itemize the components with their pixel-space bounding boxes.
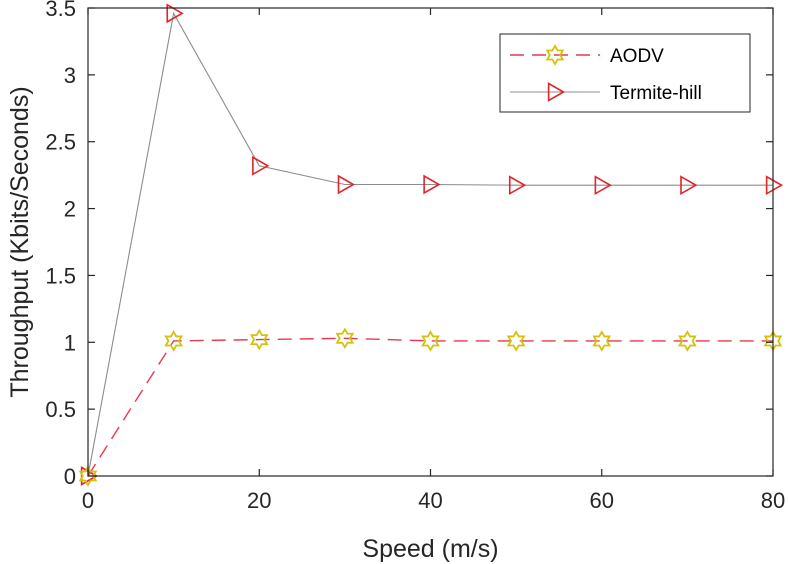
data-point [249, 328, 269, 351]
x-tick-label: 80 [761, 488, 785, 513]
data-point [678, 330, 697, 352]
axes-layer: 0 20 40 60 80 0 0.5 1 1.5 2 2.5 3 3.5 [45, 0, 785, 513]
data-point [335, 327, 355, 350]
x-tick-label: 40 [418, 488, 442, 513]
data-point [765, 175, 784, 196]
series-layer [78, 3, 784, 487]
data-point [166, 3, 184, 24]
y-tick-label: 2 [64, 197, 76, 222]
data-point [594, 175, 612, 196]
data-point [506, 330, 526, 352]
legend-marker [545, 44, 565, 66]
data-point [680, 175, 698, 196]
y-tick-label: 0 [64, 464, 76, 489]
data-point [423, 174, 441, 195]
series-aodv [78, 327, 783, 487]
x-axis-title: Speed (m/s) [362, 535, 498, 563]
data-point [164, 330, 183, 352]
y-tick-label: 3.5 [45, 0, 76, 21]
data-point [337, 174, 355, 195]
data-point [78, 465, 98, 487]
data-point [592, 330, 612, 352]
legend-marker [547, 82, 566, 102]
y-tick-label: 3 [64, 63, 76, 88]
y-tick-label: 1.5 [45, 263, 76, 288]
series-termite-hill [80, 3, 784, 486]
data-point [508, 175, 527, 196]
legend-box [499, 33, 751, 113]
y-tick-label: 2.5 [45, 130, 76, 155]
y-tick-label: 1 [64, 330, 76, 355]
series-line [87, 11, 773, 477]
legend-label: AODV [610, 46, 664, 67]
data-point [252, 155, 270, 176]
series-line [87, 337, 773, 477]
data-point [80, 466, 99, 486]
x-tick-label: 0 [82, 488, 94, 513]
x-tick-label: 60 [590, 488, 614, 513]
x-tick-label: 20 [247, 488, 271, 513]
y-tick-label: 0.5 [45, 397, 76, 422]
legend-label: Termite-hill [610, 83, 702, 104]
y-axis-title: Throughput (Kbits/Seconds) [6, 86, 34, 397]
data-point [421, 330, 440, 352]
legend: AODV Termite-hill [499, 33, 751, 113]
